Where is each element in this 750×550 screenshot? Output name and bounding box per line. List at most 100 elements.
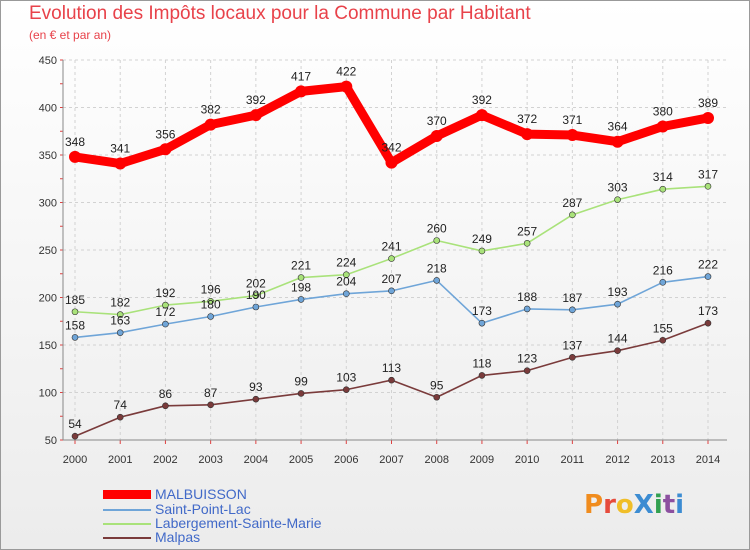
- data-label: 95: [430, 378, 444, 392]
- logo-letter: o: [615, 490, 634, 520]
- data-point: [162, 402, 169, 410]
- x-tick-label: 2001: [108, 454, 132, 466]
- data-point: [659, 278, 667, 286]
- data-label: 314: [653, 170, 673, 184]
- legend-label: Malpas: [155, 529, 201, 545]
- chart-subtitle: (en € et par an): [29, 28, 112, 42]
- data-label: 193: [608, 285, 628, 299]
- axis-layer: 50 100 150 200 250 300 350 400 450 2000 2001 2002 20…: [39, 55, 727, 466]
- data-label: 224: [336, 256, 356, 270]
- data-point: [478, 319, 486, 327]
- data-label: 207: [381, 272, 401, 286]
- data-label: 216: [653, 263, 673, 277]
- data-point: [475, 109, 488, 122]
- data-label: 241: [381, 240, 401, 254]
- data-label: 364: [608, 120, 628, 134]
- series-saint-point-lac: [71, 273, 712, 341]
- y-tick-label: 450: [39, 55, 57, 67]
- legend-label: MALBUISSON: [155, 486, 247, 502]
- data-point: [116, 311, 124, 318]
- data-label: 163: [110, 314, 130, 328]
- data-label: 389: [698, 96, 718, 110]
- data-label: 173: [698, 304, 718, 318]
- data-label: 342: [381, 141, 401, 155]
- data-point: [704, 273, 712, 280]
- data-point: [162, 301, 169, 309]
- x-tick-label: 2005: [289, 454, 313, 466]
- legend-swatch: [103, 509, 151, 511]
- data-point: [478, 247, 486, 255]
- data-label: 287: [562, 196, 582, 210]
- data-label: 180: [201, 298, 221, 312]
- data-label: 54: [68, 417, 82, 431]
- data-point: [342, 386, 350, 393]
- data-label: 372: [517, 112, 537, 126]
- y-tick-label: 100: [39, 388, 57, 400]
- x-tick-label: 2013: [651, 454, 675, 466]
- data-point: [69, 150, 81, 163]
- data-label: 356: [155, 127, 175, 141]
- data-point: [71, 334, 79, 341]
- data-point: [704, 319, 712, 327]
- data-point: [159, 143, 172, 156]
- data-label: 93: [249, 380, 263, 394]
- data-point: [207, 401, 214, 409]
- data-label: 158: [65, 318, 85, 332]
- data-point: [252, 292, 260, 299]
- data-point: [385, 156, 398, 169]
- legend-label: Labergement-Sainte-Marie: [155, 515, 322, 531]
- data-point: [204, 118, 217, 131]
- x-tick-label: 2000: [63, 454, 87, 466]
- y-tick-label: 200: [39, 293, 57, 305]
- x-tick-label: 2014: [696, 454, 720, 466]
- x-tick-label: 2011: [561, 454, 585, 466]
- x-tick-label: 2007: [379, 454, 403, 466]
- data-point: [252, 395, 260, 403]
- data-label: 173: [472, 304, 492, 318]
- data-label: 190: [246, 288, 266, 302]
- y-tick-label: 400: [39, 103, 57, 115]
- data-label: 155: [653, 321, 673, 335]
- data-point: [569, 354, 576, 361]
- x-tick-label: 2012: [605, 454, 629, 466]
- data-point: [116, 329, 124, 336]
- data-label: 87: [204, 386, 218, 400]
- series-labergement-sainte-marie: [71, 183, 712, 318]
- data-label: 144: [608, 332, 628, 346]
- data-point: [523, 367, 531, 374]
- data-point: [207, 313, 214, 320]
- data-label: 113: [382, 361, 401, 375]
- data-point: [569, 211, 576, 219]
- data-label: 74: [114, 398, 128, 412]
- data-label: 417: [291, 69, 311, 83]
- logo-letter: i: [675, 490, 685, 520]
- data-label: 182: [110, 296, 130, 310]
- chart-title: Evolution des Impôts locaux pour la Comm…: [29, 3, 531, 24]
- x-tick-label: 2008: [424, 454, 448, 466]
- y-tick-label: 50: [45, 435, 57, 447]
- x-tick-label: 2002: [153, 454, 177, 466]
- series-layer: [69, 80, 714, 440]
- data-point: [297, 274, 305, 281]
- data-label: 118: [472, 356, 491, 370]
- data-point: [702, 111, 714, 124]
- x-tick-label: 2009: [470, 454, 494, 466]
- data-point: [659, 336, 667, 344]
- data-label: 341: [110, 142, 130, 156]
- x-tick-label: 2006: [334, 454, 358, 466]
- data-label: 137: [562, 338, 582, 352]
- data-point: [704, 183, 712, 190]
- data-label: 392: [472, 93, 492, 107]
- x-tick-label: 2004: [244, 454, 268, 466]
- data-point: [297, 390, 305, 397]
- data-point: [614, 196, 621, 203]
- data-label: 260: [427, 222, 447, 236]
- data-point: [388, 287, 395, 295]
- legend-swatch: [103, 523, 151, 525]
- data-point: [521, 128, 534, 141]
- data-point: [71, 432, 79, 440]
- data-label-layer: 158 163 172 180 190 198 204 207 218 173 188 187 193 2…: [65, 65, 718, 432]
- data-point: [342, 290, 350, 298]
- data-label: 317: [698, 167, 718, 181]
